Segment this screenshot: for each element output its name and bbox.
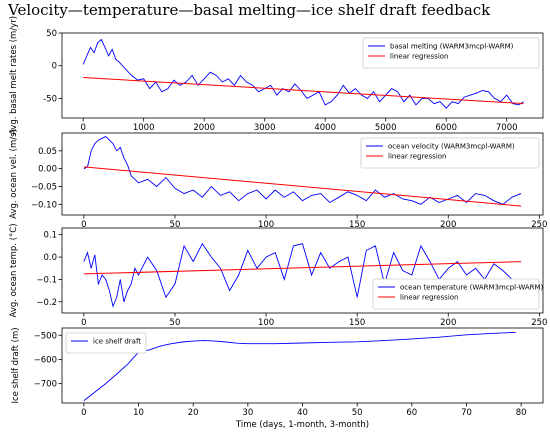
x-tick-label: 30 [242, 408, 253, 418]
series-line-1 [83, 136, 522, 205]
legend: basal melting (WARM3mcpl-WARM) linear reg… [362, 37, 540, 69]
y-tick-label: -50 [43, 94, 57, 104]
legend-box [362, 37, 540, 69]
legend-label: linear regression [388, 153, 447, 161]
y-tick-label: −0.1 [36, 275, 57, 285]
legend: ocean velocity (WARM3mcpl-WARM) linear re… [360, 137, 540, 169]
y-tick-label: 0.00 [38, 165, 57, 175]
x-tick-label: 200 [440, 318, 456, 328]
legend-label: linear regression [390, 53, 449, 61]
plot-frame [61, 32, 544, 119]
legend-label: ocean temperature (WARM3mcpl-WARM) [400, 284, 544, 292]
x-tick-label: 0 [81, 220, 86, 230]
legend-label: basal melting (WARM3mcpl-WARM) [390, 43, 514, 51]
x-tick-label: 70 [461, 408, 472, 418]
x-axis-label: Time (days, 1-month, 3-month) [235, 420, 369, 430]
x-tick-label: 50 [170, 318, 181, 328]
x-tick-label: 150 [349, 220, 365, 230]
legend: ice shelf draft [65, 332, 147, 354]
figure-title: Velocity—temperature—basal melting—ice s… [8, 1, 491, 19]
legend-box [360, 137, 540, 169]
x-tick-label: 200 [440, 220, 456, 230]
x-tick-label: 50 [170, 220, 181, 230]
x-tick-label: 50 [352, 408, 363, 418]
series-line-2 [83, 166, 522, 207]
y-tick-label: 0.0 [43, 253, 57, 263]
x-tick-label: 10 [133, 408, 144, 418]
legend-label: ocean velocity (WARM3mcpl-WARM) [388, 143, 515, 151]
y-tick-label: −500 [34, 331, 57, 341]
x-tick-label: 7000 [496, 123, 518, 133]
chart-panel-2: 0 50 100 150 200 250 0.05 0.00 −0.05 −0.10 Avg. oc… [9, 129, 547, 230]
y-axis-label: Avg. basal melt rates (m/yr) [9, 16, 19, 135]
x-tick-label: 1000 [133, 123, 155, 133]
y-tick-label: −700 [34, 380, 57, 390]
y-tick-label: −0.05 [31, 182, 57, 192]
series-line-1 [83, 242, 522, 308]
y-tick-label: 0 [52, 62, 57, 72]
y-tick-label: 0.1 [43, 231, 57, 241]
x-tick-label: 40 [297, 408, 308, 418]
plot-frame [61, 132, 544, 216]
x-tick-label: 150 [349, 318, 365, 328]
x-tick-label: 60 [406, 408, 417, 418]
x-tick-label: 0 [81, 318, 86, 328]
legend-box [372, 278, 540, 310]
x-tick-label: 5000 [375, 123, 397, 133]
legend-label: ice shelf draft [93, 338, 141, 346]
x-tick-label: 4000 [314, 123, 336, 133]
legend-box [65, 332, 147, 354]
series-line-1 [82, 38, 524, 109]
x-tick-label: 6000 [435, 123, 457, 133]
plot-frame [61, 227, 544, 314]
x-tick-label: 100 [258, 220, 274, 230]
x-tick-label: 0 [81, 408, 86, 418]
x-tick-label: 100 [258, 318, 274, 328]
x-tick-label: 250 [531, 318, 547, 328]
chart-panel-3: 0 50 100 150 200 250 0.1 0.0 −0.1 −0.2 Avg. ocean … [9, 223, 547, 328]
legend-label: linear regression [400, 294, 459, 302]
chart-panel-4: 0 10 20 30 40 50 60 70 80 −500 −600 −700 Ice shelf d… [11, 327, 544, 430]
chart-panel-1: 0 1000 2000 3000 4000 5000 6000 7000 50 0 -50 Avg. … [9, 16, 544, 135]
y-tick-label: 50 [46, 29, 57, 39]
series-line-1 [83, 331, 516, 401]
x-tick-label: 80 [516, 408, 527, 418]
y-tick-label: −0.2 [36, 298, 57, 308]
series-line-2 [83, 77, 524, 105]
y-axis-label: Avg. ocean vel. (m/s) [9, 129, 19, 219]
x-tick-label: 250 [531, 220, 547, 230]
x-tick-label: 20 [188, 408, 199, 418]
x-tick-label: 2000 [193, 123, 215, 133]
series-line-2 [83, 261, 522, 275]
x-tick-label: 3000 [254, 123, 276, 133]
y-tick-label: 0.05 [38, 147, 57, 157]
legend: ocean temperature (WARM3mcpl-WARM) linear… [372, 278, 544, 310]
y-tick-label: −0.10 [31, 200, 57, 210]
x-tick-label: 0 [80, 123, 85, 133]
y-axis-label: Ice shelf draft (m) [11, 327, 21, 403]
y-axis-label: Avg. ocean temp. (°C) [9, 223, 19, 317]
y-tick-label: −600 [34, 355, 57, 365]
